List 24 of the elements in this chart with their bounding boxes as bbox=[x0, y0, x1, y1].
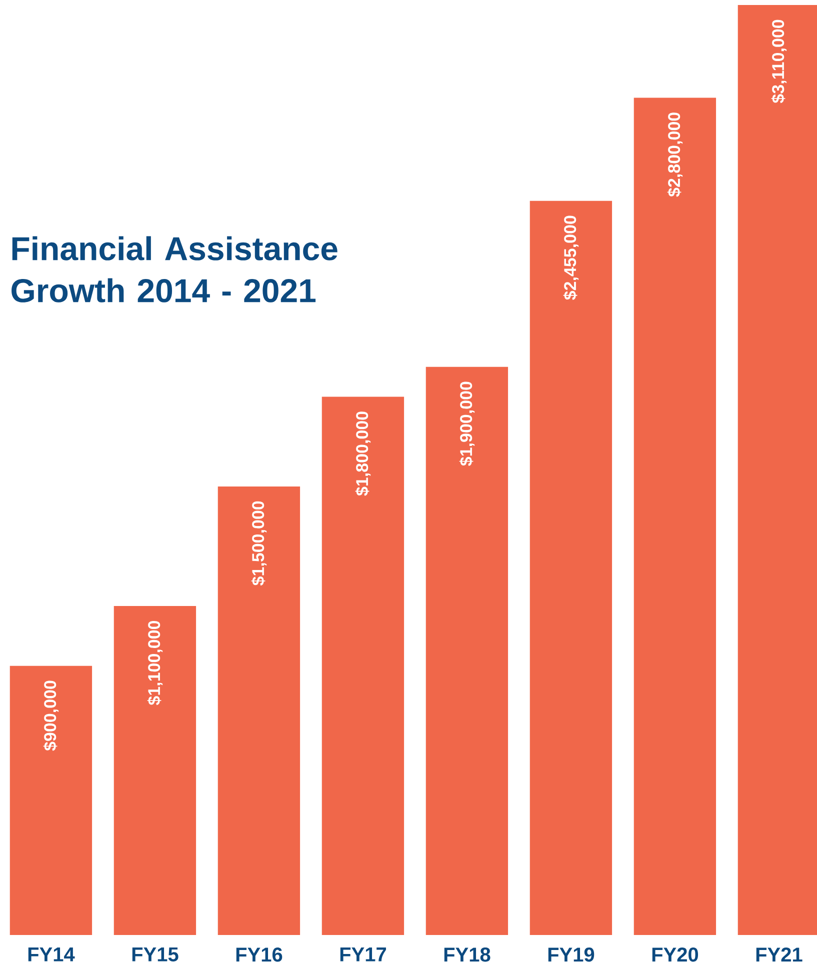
data-label: $900,000 bbox=[43, 680, 59, 751]
bar bbox=[634, 98, 716, 935]
bar bbox=[530, 200, 612, 935]
x-tick-label: FY21 bbox=[756, 948, 802, 962]
data-label: $1,500,000 bbox=[251, 501, 267, 586]
x-tick-label: FY16 bbox=[236, 948, 282, 962]
data-label: $1,800,000 bbox=[355, 412, 371, 496]
bar bbox=[218, 486, 300, 935]
x-tick-label: FY18 bbox=[444, 948, 490, 962]
bar bbox=[114, 606, 196, 935]
data-label: $3,110,000 bbox=[771, 20, 787, 104]
bar bbox=[426, 366, 508, 935]
x-tick-label: FY15 bbox=[132, 948, 178, 962]
data-label: $2,455,000 bbox=[563, 216, 579, 300]
data-label: $2,800,000 bbox=[667, 112, 683, 197]
x-tick-label: FY19 bbox=[548, 948, 594, 962]
bar bbox=[10, 666, 92, 935]
x-tick-label: FY20 bbox=[652, 948, 698, 962]
x-tick-label: FY17 bbox=[340, 948, 386, 962]
bar bbox=[322, 396, 404, 935]
data-label: $1,100,000 bbox=[147, 620, 163, 706]
data-label: $1,900,000 bbox=[459, 382, 475, 466]
text: Financial Assistance Growth 2014 - 2021 bbox=[12, 236, 338, 302]
x-tick-label: FY14 bbox=[28, 948, 75, 962]
